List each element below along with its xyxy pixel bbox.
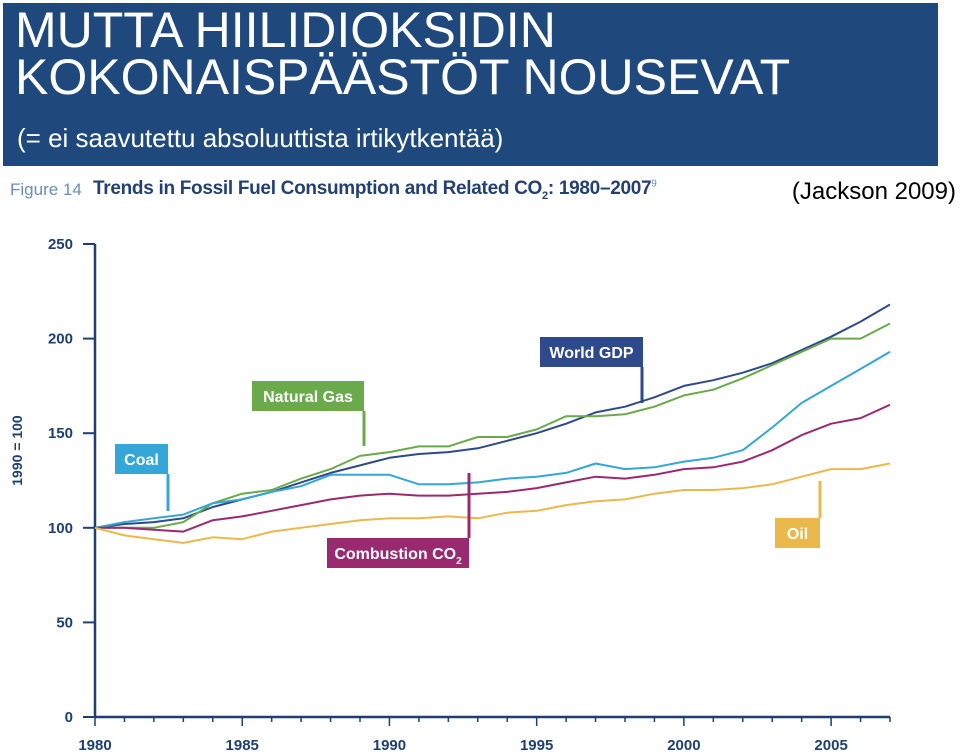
- title-banner: MUTTA HIILIDIOKSIDIN KOKONAISPÄÄSTÖT NOU…: [3, 3, 938, 166]
- slide-title-line1: MUTTA HIILIDIOKSIDIN: [15, 2, 556, 58]
- series-line-combustion-co: [95, 403, 891, 533]
- callout-oil: Oil: [775, 481, 822, 548]
- y-tick-label: 250: [48, 236, 73, 253]
- y-tick-label: 0: [65, 709, 73, 726]
- callout-label: World GDP: [549, 345, 633, 362]
- callout-natural-gas: Natural Gas: [252, 381, 366, 446]
- x-tick-label: 1980: [78, 737, 111, 754]
- figure-title-sub: 2: [542, 189, 548, 202]
- callout-label-subscript: 2: [456, 556, 462, 567]
- callout-box: [775, 518, 820, 548]
- callout-combustion-co: Combustion CO2: [327, 473, 471, 568]
- series-line-natural-gas: [95, 322, 891, 529]
- callout-box: [115, 444, 168, 474]
- x-tick-label: 1985: [226, 737, 259, 754]
- callout-box: [252, 381, 364, 411]
- y-axis-label: 1990 = 100: [9, 415, 25, 486]
- callout-label: Coal: [124, 452, 159, 469]
- chart-series: [94, 303, 891, 544]
- figure-title: Trends in Fossil Fuel Consumption and Re…: [93, 178, 657, 202]
- callout-world-gdp: World GDP: [540, 337, 644, 403]
- slide-subtitle: (= ei saavutettu absoluuttista irtikytke…: [17, 123, 504, 153]
- x-tick-label: 1990: [373, 737, 406, 754]
- figure-label: Figure 14: [10, 180, 82, 199]
- x-tick-label: 1995: [520, 737, 553, 754]
- slide-title: MUTTA HIILIDIOKSIDIN KOKONAISPÄÄSTÖT NOU…: [15, 2, 935, 105]
- series-line-oil: [94, 462, 891, 544]
- callout-box: [540, 337, 643, 367]
- slide-title-line2: KOKONAISPÄÄSTÖT NOUSEVAT: [15, 49, 791, 105]
- callout-coal: Coal: [115, 444, 170, 511]
- y-tick-label: 150: [48, 425, 73, 442]
- y-tick-label: 50: [56, 614, 73, 631]
- figure-title-note: 9: [651, 178, 657, 190]
- figure-title-main: Trends in Fossil Fuel Consumption and Re…: [93, 178, 543, 199]
- y-tick-label: 200: [48, 331, 73, 348]
- callout-label: Natural Gas: [263, 389, 353, 406]
- callout-label: Combustion CO2: [334, 546, 462, 567]
- chart-callouts: World GDP Natural Gas Coal Combustion CO2 Oi…: [115, 337, 822, 568]
- series-line-coal: [94, 350, 891, 529]
- chart-axes: 0 50 100 150 200 250 1980 1985 1990 1995 2000 2005 1…: [9, 236, 891, 754]
- callout-box: [327, 538, 469, 568]
- series-line-world-gdp: [94, 303, 891, 529]
- y-tick-label: 100: [48, 520, 73, 537]
- figure-title-tail: : 1980–2007: [547, 178, 652, 199]
- x-tick-label: 2000: [667, 737, 700, 754]
- source-citation: (Jackson 2009): [791, 178, 956, 205]
- x-tick-label: 2005: [814, 737, 847, 754]
- callout-label: Oil: [787, 526, 808, 543]
